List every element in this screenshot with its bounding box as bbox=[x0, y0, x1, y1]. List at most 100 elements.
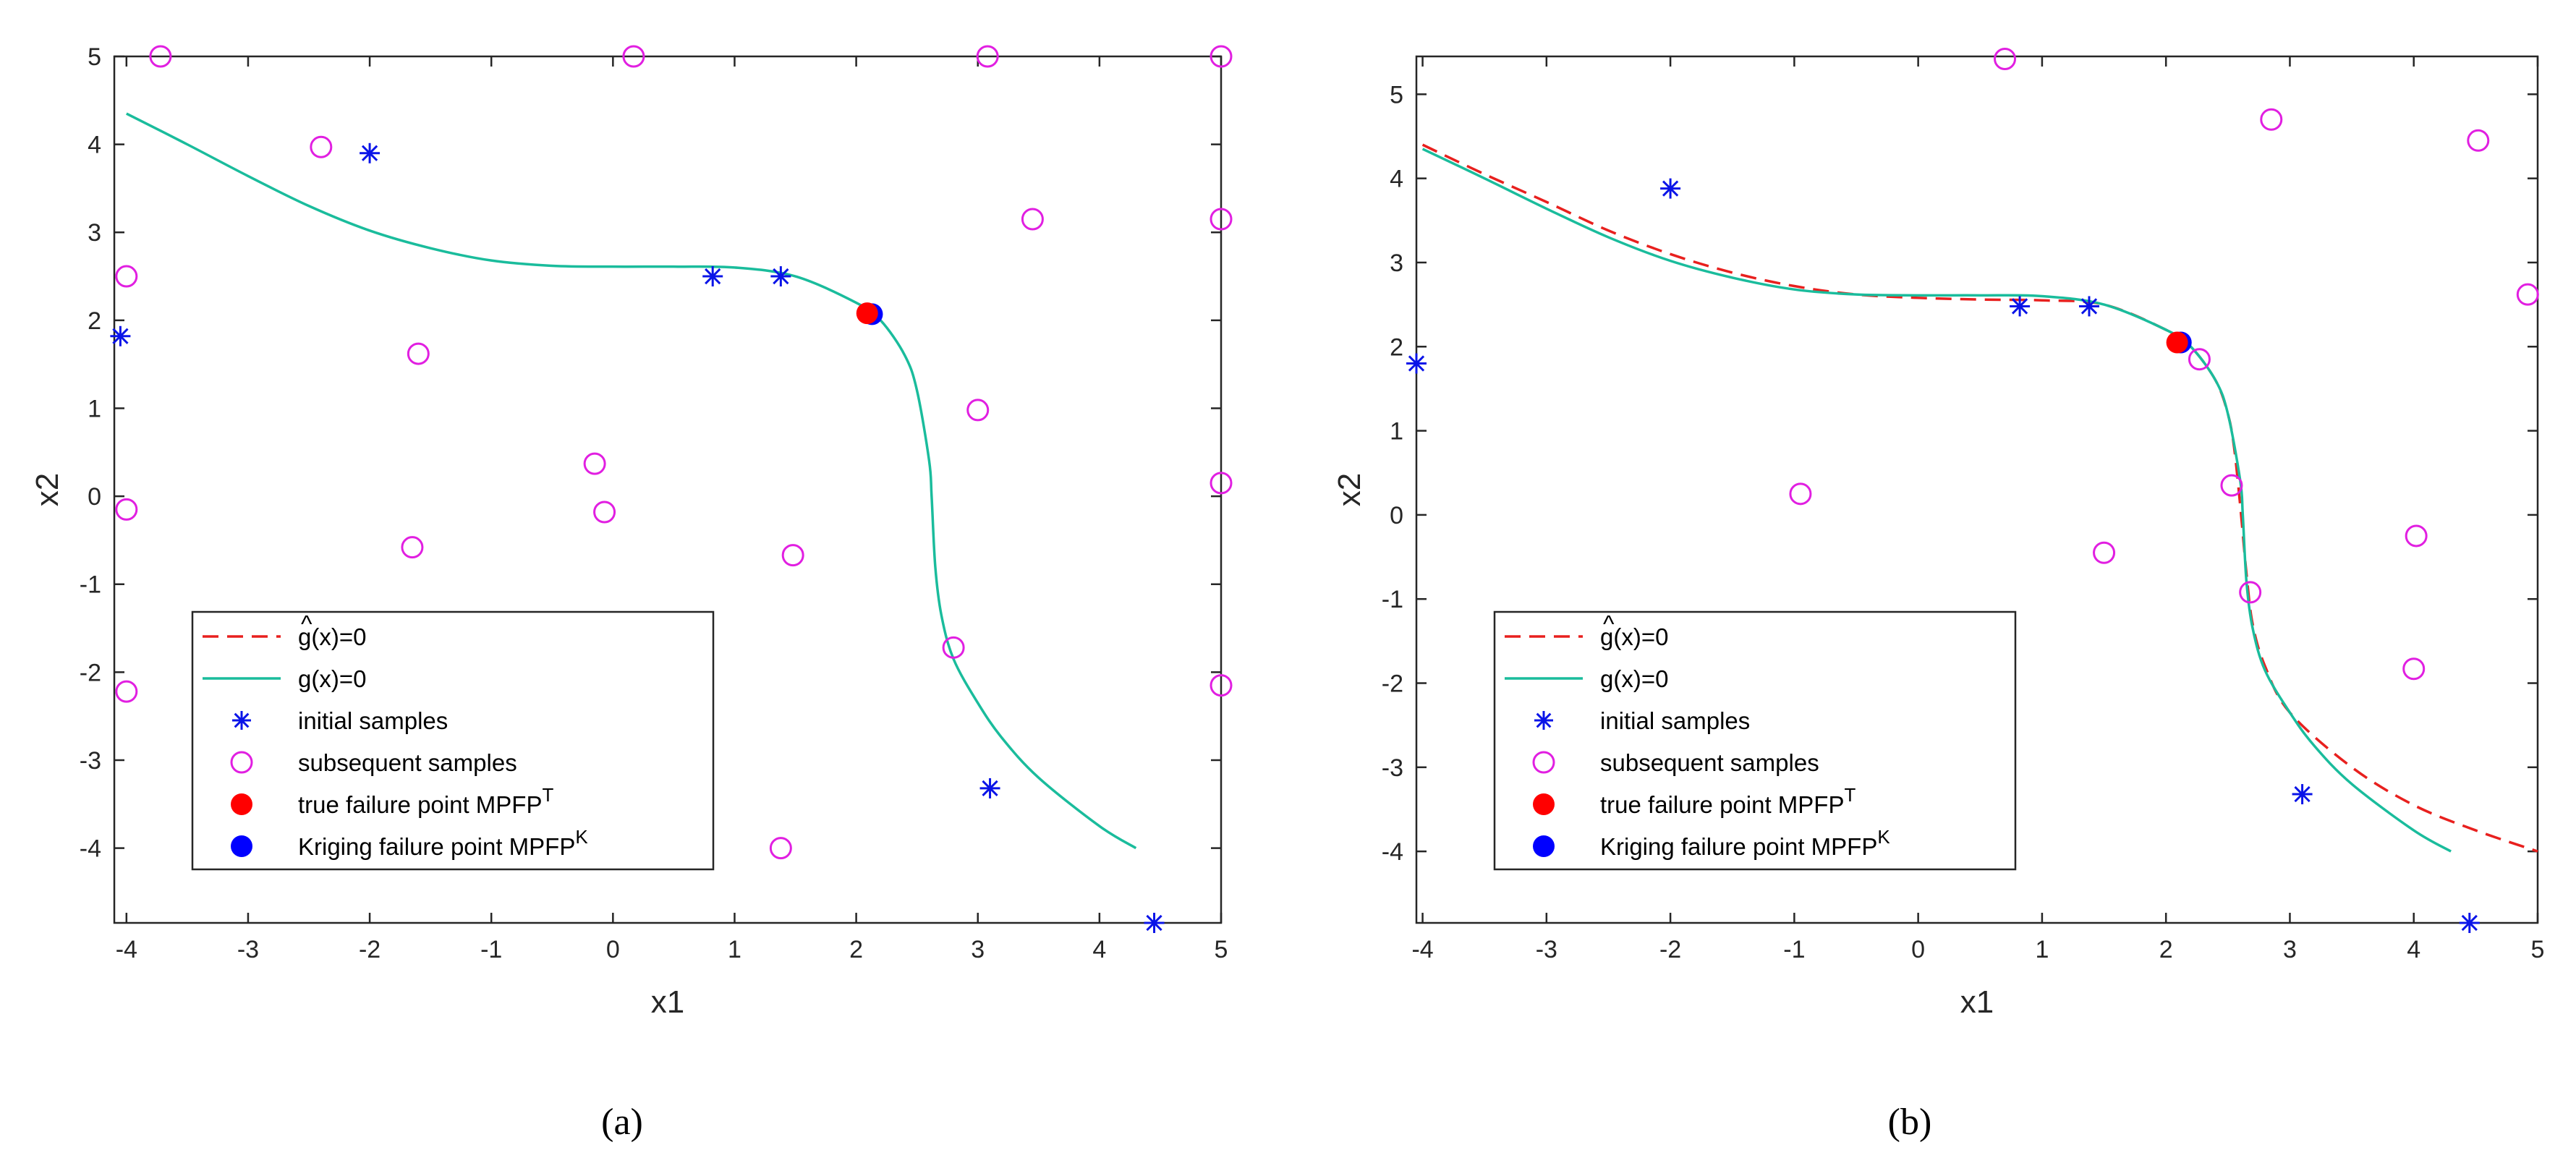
subsequent-sample-point bbox=[1789, 482, 1812, 506]
initial-sample-point-stroke bbox=[2080, 298, 2098, 315]
subsequent-sample-point bbox=[2188, 348, 2211, 371]
legend-true-mpfp-symbol bbox=[1533, 793, 1555, 815]
subsequent-sample-point bbox=[966, 399, 990, 422]
subsequent-sample-point bbox=[2220, 474, 2243, 497]
x-tick-label: 4 bbox=[2407, 936, 2420, 963]
legend-true-mpfp-symbol bbox=[231, 793, 252, 815]
true-failure-point bbox=[856, 302, 878, 325]
legend-ghat-label: g(x)=0 bbox=[298, 623, 366, 650]
subsequent-sample-point bbox=[1210, 45, 1233, 68]
initial-sample-point-stroke bbox=[1408, 355, 1425, 372]
legend-kriging-mpfp-symbol bbox=[231, 835, 252, 857]
subsequent-sample-point bbox=[2405, 524, 2428, 548]
x-tick-label: -3 bbox=[1536, 936, 1557, 963]
legend-initial-label: initial samples bbox=[298, 707, 448, 734]
legend-kriging-mpfp-symbol bbox=[1533, 835, 1555, 857]
y-tick-label: 2 bbox=[1390, 333, 1403, 361]
subsequent-sample-point bbox=[942, 636, 965, 659]
subsequent-sample-point bbox=[769, 837, 792, 860]
y-tick-label: -2 bbox=[1382, 670, 1403, 698]
initial-sample-point-stroke bbox=[982, 780, 998, 797]
y-tick-label: -3 bbox=[80, 747, 101, 775]
subsequent-sample-point bbox=[149, 45, 172, 68]
initial-sample-point bbox=[770, 266, 791, 287]
subsequent-sample-point bbox=[2260, 108, 2283, 131]
x-tick-label: 1 bbox=[728, 936, 741, 963]
y-axis-label: x2 bbox=[30, 473, 65, 506]
x-axis-label: x1 bbox=[651, 984, 684, 1020]
y-tick-label: 4 bbox=[1390, 166, 1403, 193]
x-tick-label: -2 bbox=[359, 936, 381, 963]
axes-box bbox=[1415, 55, 2539, 924]
legend-initial-symbol bbox=[1534, 711, 1553, 730]
y-tick-label: 0 bbox=[1390, 502, 1403, 529]
subsequent-sample-point bbox=[593, 501, 616, 524]
x-tick-label: -4 bbox=[116, 936, 137, 963]
y-tick-label: 5 bbox=[88, 43, 101, 71]
g-curve bbox=[1421, 148, 2452, 853]
legend-g-label: g(x)=0 bbox=[298, 665, 366, 692]
subsequent-sample-point bbox=[583, 452, 606, 475]
y-tick-label: 5 bbox=[1390, 81, 1403, 108]
subsequent-sample-point bbox=[115, 498, 138, 521]
initial-sample-point bbox=[110, 325, 131, 346]
x-tick-label: 1 bbox=[2035, 936, 2049, 963]
initial-sample-point bbox=[1660, 178, 1681, 199]
g-curve bbox=[126, 112, 1137, 850]
subsequent-sample-point bbox=[115, 680, 138, 703]
legend-subsequent-label: subsequent samples bbox=[1600, 749, 1819, 776]
legend-subsequent-symbol bbox=[1532, 751, 1555, 774]
y-axis-label: x2 bbox=[1332, 473, 1367, 506]
x-tick-label: -2 bbox=[1659, 936, 1681, 963]
x-tick-label: 3 bbox=[2283, 936, 2297, 963]
initial-sample-point-stroke bbox=[2294, 785, 2311, 803]
y-tick-label: -1 bbox=[1382, 586, 1403, 613]
initial-sample-point-stroke bbox=[2461, 914, 2478, 932]
subsequent-sample-point bbox=[2239, 581, 2262, 604]
x-tick-label: 0 bbox=[1911, 936, 1925, 963]
subsequent-sample-point bbox=[2516, 283, 2539, 306]
panel-a-label: (a) bbox=[601, 1102, 643, 1143]
true-failure-point bbox=[2166, 331, 2188, 354]
initial-sample-point bbox=[2459, 913, 2480, 933]
axes-box bbox=[113, 55, 1223, 924]
x-tick-label: -1 bbox=[480, 936, 502, 963]
initial-sample-point bbox=[702, 266, 723, 287]
x-tick-label: 5 bbox=[2531, 936, 2545, 963]
legend-initial-symbol-stroke bbox=[1536, 712, 1552, 728]
legend-kriging-mpfp-main: Kriging failure point MPFP bbox=[1600, 833, 1877, 860]
legend-true-mpfp-label: true failure point MPFPT bbox=[1600, 784, 1856, 818]
initial-sample-point bbox=[979, 778, 1000, 798]
initial-sample-point bbox=[2292, 784, 2313, 805]
legend-true-mpfp-label: true failure point MPFPT bbox=[298, 784, 553, 818]
legend-subsequent-symbol bbox=[230, 751, 253, 774]
subsequent-sample-point bbox=[310, 135, 333, 158]
initial-sample-point-stroke bbox=[1146, 914, 1162, 932]
y-tick-label: 0 bbox=[88, 483, 101, 511]
initial-sample-point bbox=[360, 142, 381, 163]
legend-true-mpfp-main: true failure point MPFP bbox=[1600, 791, 1844, 818]
legend-kriging-mpfp-label: Kriging failure point MPFPK bbox=[1600, 826, 1890, 860]
subsequent-sample-point bbox=[401, 536, 424, 559]
y-tick-label: 2 bbox=[88, 307, 101, 335]
initial-sample-point-stroke bbox=[705, 268, 721, 285]
legend-true-mpfp-sup: T bbox=[542, 784, 553, 806]
y-tick-label: -2 bbox=[80, 659, 101, 686]
subsequent-sample-point bbox=[1021, 208, 1044, 231]
initial-sample-point-stroke bbox=[361, 145, 378, 161]
panel-b-label: (b) bbox=[1888, 1102, 1932, 1143]
x-axis-label: x1 bbox=[1960, 984, 1994, 1020]
x-tick-label: -1 bbox=[1783, 936, 1805, 963]
y-tick-label: -1 bbox=[80, 571, 101, 599]
initial-sample-point-stroke bbox=[1662, 180, 1679, 197]
initial-sample-point bbox=[2079, 296, 2099, 317]
legend-initial-symbol bbox=[232, 711, 251, 730]
legend-kriging-mpfp-sup: K bbox=[1877, 826, 1890, 848]
subsequent-sample-point bbox=[976, 45, 999, 68]
initial-sample-point bbox=[1406, 353, 1427, 374]
plot-area bbox=[1406, 47, 2539, 933]
y-tick-label: 1 bbox=[88, 395, 101, 422]
